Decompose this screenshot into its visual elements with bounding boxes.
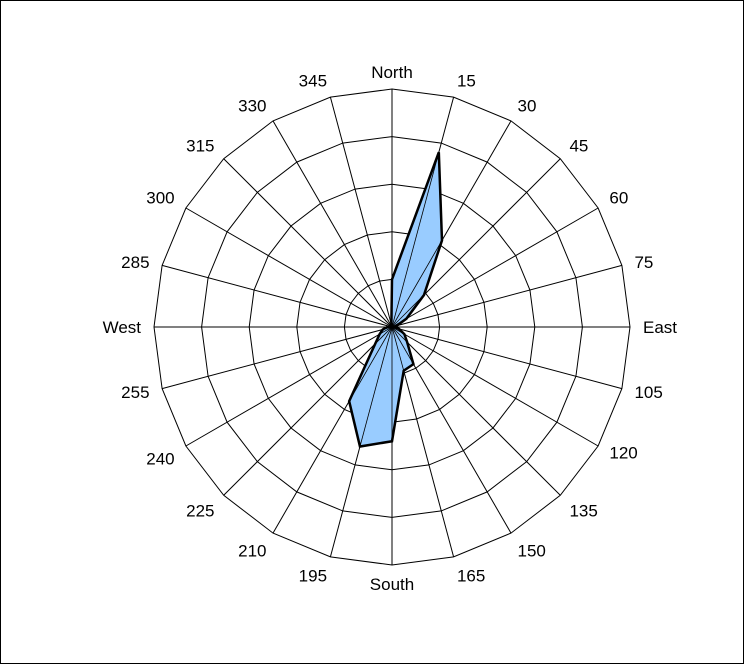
grid-spoke-23 <box>272 120 393 328</box>
series-1-point-24 <box>390 324 392 326</box>
series-1-point-18 <box>382 328 384 331</box>
series-1-radial-3 <box>391 240 443 328</box>
series-1-point-13 <box>391 440 393 442</box>
angle-label-5: 60 <box>609 189 628 208</box>
angle-label-11: 150 <box>518 541 546 560</box>
angle-label-16: 225 <box>186 501 214 520</box>
series-1-area <box>349 152 442 447</box>
series-1-point-19 <box>386 326 388 328</box>
angle-label-8: 105 <box>634 383 662 402</box>
angle-label-14: 195 <box>299 566 327 585</box>
angle-label-17: 240 <box>146 450 174 469</box>
grid-spoke-21 <box>185 207 393 328</box>
angle-label-12: 165 <box>457 566 485 585</box>
angle-label-2: 15 <box>457 72 476 91</box>
angle-label-3: 30 <box>518 97 537 116</box>
angle-label-20: 285 <box>121 253 149 272</box>
angle-label-23: 330 <box>238 97 266 116</box>
angle-label-15: 210 <box>238 541 266 560</box>
grid-spoke-20 <box>161 264 393 328</box>
grid-spoke-17 <box>185 326 393 447</box>
angle-label-24: 345 <box>299 72 327 91</box>
grid-spoke-24 <box>329 96 393 328</box>
series-1-point-8 <box>398 328 400 330</box>
series-1-point-3 <box>441 239 443 242</box>
angle-label-4: 45 <box>569 137 588 156</box>
series-1-radial-12 <box>391 326 405 371</box>
series-1-point-11 <box>412 363 415 365</box>
series-1-point-17 <box>379 333 381 335</box>
series-layer <box>347 151 444 448</box>
series-1-point-6 <box>396 325 398 327</box>
series-1-point-9 <box>403 333 405 335</box>
angle-label-19: West <box>103 318 142 337</box>
series-1-point-15 <box>348 400 350 402</box>
series-1-radial-11 <box>391 326 414 365</box>
grid-spoke-16 <box>223 326 393 496</box>
grid-spoke-8 <box>391 326 623 390</box>
grid-spoke-22 <box>223 158 393 328</box>
grid-spoke-5 <box>391 207 599 328</box>
series-1-radial-15 <box>348 326 393 402</box>
angle-label-21: 300 <box>146 189 174 208</box>
angle-label-22: 315 <box>186 137 214 156</box>
angle-label-13: South <box>370 575 414 594</box>
series-1-point-14 <box>359 445 361 448</box>
grid-spoke-10 <box>391 326 561 496</box>
series-1-radial-2 <box>391 152 440 328</box>
series-1-point-10 <box>406 341 408 343</box>
angle-label-9: 120 <box>609 444 637 463</box>
grid-spoke-18 <box>161 326 393 390</box>
angle-labels: North 15 30 45 60 75 East 105 120 135 150 165 South 1… <box>103 63 678 594</box>
grid-spoke-9 <box>391 326 599 447</box>
series-1-point-12 <box>403 370 405 372</box>
grid-spoke-6 <box>391 264 623 328</box>
series-1-radial-10 <box>391 326 408 343</box>
angle-label-6: 75 <box>634 253 653 272</box>
series-1-point-16 <box>374 343 376 345</box>
angle-label-18: 255 <box>121 383 149 402</box>
series-1-radial-16 <box>374 326 393 345</box>
series-1-point-2 <box>438 151 440 153</box>
series-1-radial-14 <box>359 326 393 447</box>
series-1-point-4 <box>423 294 425 296</box>
series-1-point-1 <box>391 278 393 280</box>
angle-label-1: North <box>371 63 413 82</box>
series-1-point-7 <box>393 326 395 328</box>
angle-label-7: East <box>643 318 677 337</box>
series-1-point-5 <box>405 318 408 320</box>
angle-label-10: 135 <box>569 501 597 520</box>
